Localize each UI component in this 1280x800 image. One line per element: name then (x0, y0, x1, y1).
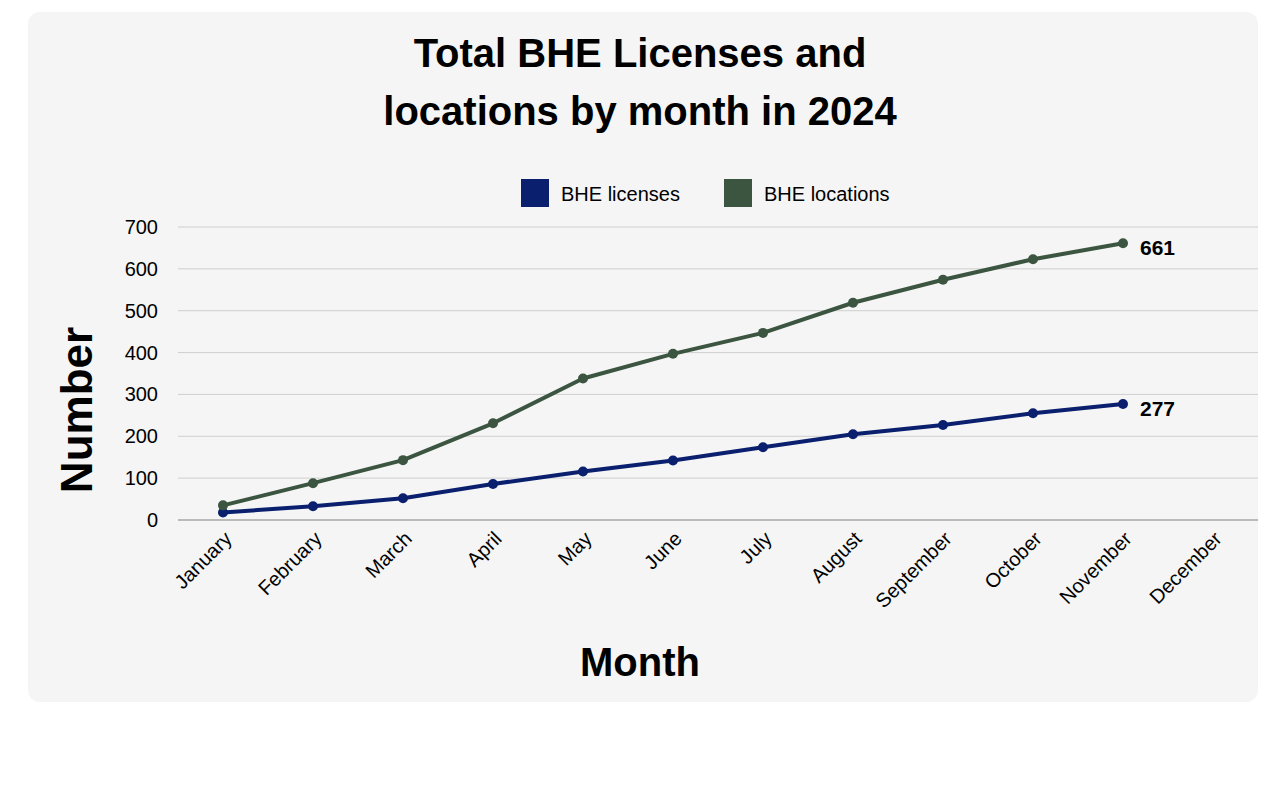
series-point (668, 456, 678, 466)
series-point (1118, 399, 1128, 409)
series-point (1118, 238, 1128, 248)
y-tick-label: 100 (125, 467, 158, 489)
series-point (1028, 408, 1038, 418)
y-tick-label: 500 (125, 300, 158, 322)
chart: 0 100 200 300 400 500 600 700 January February Mar… (0, 0, 1280, 800)
title: Total BHE Licenses and locations by mont… (340, 24, 940, 140)
y-tick-label: 300 (125, 383, 158, 405)
y-tick-label: 0 (147, 509, 158, 531)
series-point (218, 500, 228, 510)
x-tick-label: March (361, 527, 416, 582)
x-tick-label: May (554, 527, 596, 569)
grid-line (178, 310, 1258, 311)
x-tick-label: July (735, 527, 776, 568)
data-label: 277 (1140, 397, 1175, 420)
series-point (488, 479, 498, 489)
grid-line (178, 268, 1258, 269)
legend: BHE licenses BHE locations (521, 179, 890, 207)
x-tick-label: October (980, 527, 1046, 593)
y-tick-label: 200 (125, 425, 158, 447)
legend-label: BHE locations (764, 183, 890, 205)
series-point (1028, 254, 1038, 264)
series-point (848, 298, 858, 308)
series-point (668, 349, 678, 359)
x-tick-label: December (1145, 527, 1226, 608)
data-labels: 277 661 (1140, 236, 1175, 420)
x-tick-label: August (806, 527, 866, 587)
x-tick-label: January (170, 527, 236, 593)
x-axis-title: Month (580, 640, 700, 684)
y-range (178, 227, 179, 520)
series-point (488, 418, 498, 428)
x-tick-label: April (462, 527, 506, 571)
series-point (758, 328, 768, 338)
y-tick-label: 600 (125, 258, 158, 280)
series-point (758, 442, 768, 452)
axis-line (178, 519, 1258, 521)
data-label: 661 (1140, 236, 1175, 259)
series-point (938, 420, 948, 430)
series-point (938, 275, 948, 285)
x-tick-label: November (1055, 527, 1136, 608)
grid-line (178, 394, 1258, 395)
legend-label: BHE licenses (561, 183, 680, 205)
series-line (223, 404, 1123, 512)
series-point (398, 455, 408, 465)
series-point (848, 429, 858, 439)
y-tick-label: 700 (125, 216, 158, 238)
x-tick-label: June (640, 527, 686, 573)
legend-swatch (521, 179, 549, 207)
x-tick-label: September (871, 527, 956, 612)
grid-line (178, 352, 1258, 353)
y-tick-label: 400 (125, 342, 158, 364)
y-axis-title: Number (52, 327, 101, 493)
grid-line (178, 436, 1258, 437)
series-point (308, 501, 318, 511)
grid-line (178, 227, 1258, 228)
series-point (578, 466, 588, 476)
legend-swatch (724, 179, 752, 207)
series-point (308, 478, 318, 488)
plot-marks (218, 238, 1128, 517)
series-line (223, 243, 1123, 505)
x-tick-label: February (254, 527, 326, 599)
series-point (578, 374, 588, 384)
series-point (398, 493, 408, 503)
